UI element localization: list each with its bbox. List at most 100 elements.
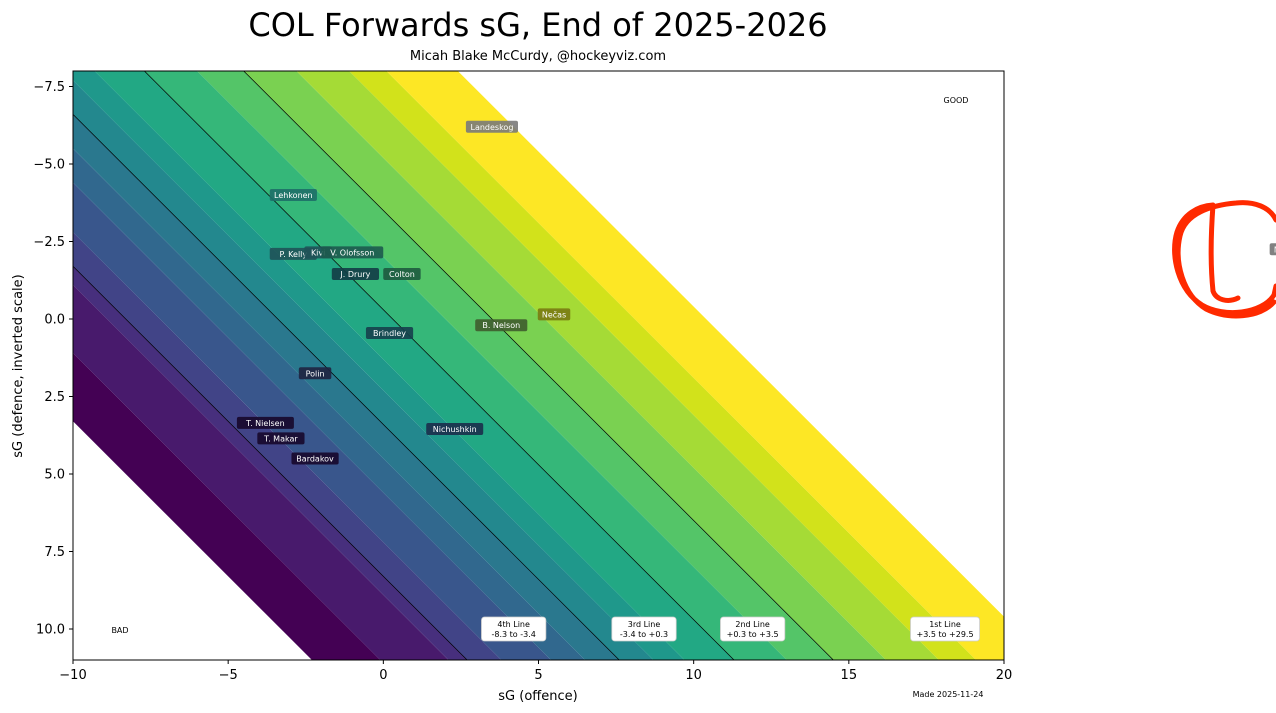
- line-range-title: 4th Line: [497, 620, 530, 629]
- player-label-box: [236, 416, 294, 429]
- player-name: T. Makar: [263, 434, 298, 443]
- line-boundary-2: [143, 71, 735, 660]
- player-labels: Landeskog Lehkonen P. Kelly Kivi V. Olofsson…: [236, 120, 1276, 465]
- player-name: V. Olofsson: [330, 248, 374, 257]
- player-name: Brindley: [373, 329, 406, 338]
- player-label: V. Olofsson: [321, 246, 384, 259]
- player-label-box: [257, 432, 305, 445]
- player-name: Nichushkin: [433, 425, 477, 434]
- chart-subtitle: Micah Blake McCurdy, @hockeyviz.com: [410, 49, 666, 64]
- y-tick-label: −5.0: [33, 158, 65, 173]
- band-3: [73, 232, 502, 660]
- line-boundary-3: [243, 71, 834, 660]
- x-tick-label: −10: [59, 668, 86, 683]
- player-label: Lehkonen: [269, 189, 317, 201]
- line-boundary-1: [73, 113, 620, 660]
- band-15: [386, 71, 1004, 660]
- y-tick-label: 2.5: [44, 390, 65, 405]
- player-name: Colton: [389, 270, 415, 279]
- player-label: Brindley: [365, 326, 414, 339]
- player-label: Polin: [298, 367, 332, 380]
- x-tick-label: 0: [379, 668, 387, 683]
- player-name: P. Kelly: [280, 250, 308, 259]
- player-label: T. Nielsen: [236, 416, 294, 429]
- annotation-circle: [1172, 200, 1276, 319]
- band-13: [296, 71, 939, 660]
- line-range-box: [910, 616, 980, 642]
- line-range-values: -8.3 to -3.4: [492, 630, 536, 639]
- line-range-values: -3.4 to +0.3: [620, 630, 668, 639]
- player-name: Kivi: [311, 248, 325, 257]
- y-tick-label: 7.5: [44, 545, 65, 560]
- player-name: J. Drury: [339, 270, 370, 279]
- x-axis-label: sG (offence): [498, 689, 577, 704]
- band-8: [73, 71, 685, 660]
- player-label: T. Makar: [257, 432, 305, 445]
- line-range-values: +0.3 to +3.5: [727, 630, 779, 639]
- y-axis-label: sG (defence, inverted scale): [11, 274, 26, 457]
- band-10: [144, 71, 787, 660]
- line-range-box: [611, 616, 677, 642]
- line-range-label: 4th Line-8.3 to -3.4: [481, 616, 547, 642]
- line-range-title: 3rd Line: [628, 620, 661, 629]
- x-tick-label: 15: [841, 668, 858, 683]
- player-label-box: [465, 120, 518, 133]
- line-range-title: 2nd Line: [735, 620, 770, 629]
- player-label-box: [426, 423, 484, 436]
- player-label-box: [298, 367, 332, 380]
- line-range-box: [481, 616, 547, 642]
- player-name: T. Nielsen: [245, 419, 285, 428]
- band-11: [197, 71, 834, 660]
- player-label-box: [1269, 243, 1276, 256]
- y-axis-ticks: −7.5 −5.0 −2.5 0.0 2.5 5.0 7.5 10.0: [33, 80, 73, 638]
- player-name: Nečas: [542, 309, 566, 319]
- y-tick-label: 5.0: [44, 468, 65, 483]
- line-range-label: 1st Line+3.5 to +29.5: [910, 616, 980, 642]
- line-range-box: [720, 616, 786, 642]
- player-label-box: [537, 308, 571, 321]
- line-range-label: 3rd Line-3.4 to +0.3: [611, 616, 677, 642]
- band-14: [349, 71, 977, 660]
- player-label-box: [331, 268, 380, 281]
- player-name: Bardakov: [296, 455, 334, 464]
- line-range-title: 1st Line: [929, 620, 961, 629]
- x-axis-ticks: −10 −5 0 5 10 15 20: [59, 660, 1012, 683]
- x-tick-label: 20: [996, 668, 1013, 683]
- player-label-box: [291, 452, 339, 465]
- x-tick-label: 10: [685, 668, 702, 683]
- player-label: Nichushkin: [426, 423, 484, 436]
- corner-good-label: GOOD: [944, 96, 969, 105]
- player-name: B. Nelson: [482, 321, 520, 330]
- line-range-values: +3.5 to +29.5: [917, 630, 974, 639]
- made-date-label: Made 2025-11-24: [913, 690, 984, 699]
- y-tick-label: 10.0: [36, 623, 65, 638]
- player-label-box: [269, 189, 317, 201]
- x-tick-label: −5: [219, 668, 238, 683]
- player-label: B. Nelson: [475, 319, 528, 332]
- player-label: Bardakov: [291, 452, 339, 465]
- line-range-label: 2nd Line+0.3 to +3.5: [720, 616, 786, 642]
- player-label: Landeskog: [465, 120, 518, 133]
- player-label: Colton: [383, 268, 421, 281]
- player-name: Polin: [306, 369, 325, 378]
- y-tick-label: −7.5: [33, 80, 65, 95]
- player-name: MacKinnon: [1274, 245, 1276, 254]
- y-tick-label: 0.0: [44, 313, 65, 328]
- player-label: MacKinnon: [1269, 243, 1276, 256]
- corner-bad-label: BAD: [111, 626, 128, 635]
- player-label-box: [383, 268, 421, 281]
- band-9: [94, 71, 735, 660]
- player-label-box: [475, 319, 528, 332]
- player-label: J. Drury: [331, 268, 380, 281]
- band-12: [243, 71, 887, 660]
- sg-bands: [73, 71, 1004, 660]
- player-label-box: [321, 246, 384, 259]
- player-name: Landeskog: [470, 123, 513, 132]
- line-boundary-0: [73, 265, 468, 660]
- x-tick-label: 5: [534, 668, 542, 683]
- y-tick-label: −2.5: [33, 235, 65, 250]
- chart-title: COL Forwards sG, End of 2025-2026: [248, 6, 827, 44]
- player-label: Nečas: [537, 308, 571, 321]
- player-name: Lehkonen: [274, 191, 313, 200]
